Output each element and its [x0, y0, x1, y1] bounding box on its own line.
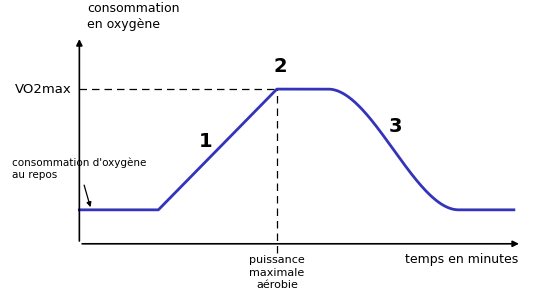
Text: 2: 2	[274, 57, 288, 76]
Text: consommation
en oxygène: consommation en oxygène	[87, 2, 180, 31]
Text: 3: 3	[388, 117, 402, 136]
Text: temps en minutes: temps en minutes	[404, 253, 518, 266]
Text: VO2max: VO2max	[14, 83, 72, 95]
Text: 1: 1	[199, 133, 212, 152]
Text: consommation d'oxygène
au repos: consommation d'oxygène au repos	[12, 158, 147, 206]
Text: puissance
maximale
aérobie: puissance maximale aérobie	[249, 255, 305, 290]
